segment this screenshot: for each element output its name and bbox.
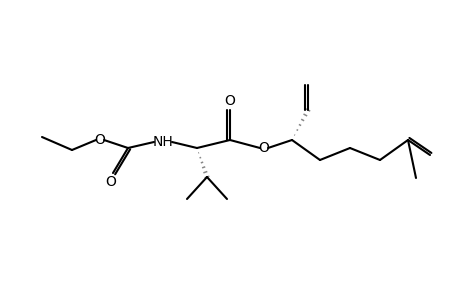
Text: O: O (224, 94, 235, 108)
Text: O: O (105, 175, 116, 189)
Text: NH: NH (152, 135, 173, 149)
Text: O: O (95, 133, 105, 147)
Text: O: O (258, 141, 269, 155)
